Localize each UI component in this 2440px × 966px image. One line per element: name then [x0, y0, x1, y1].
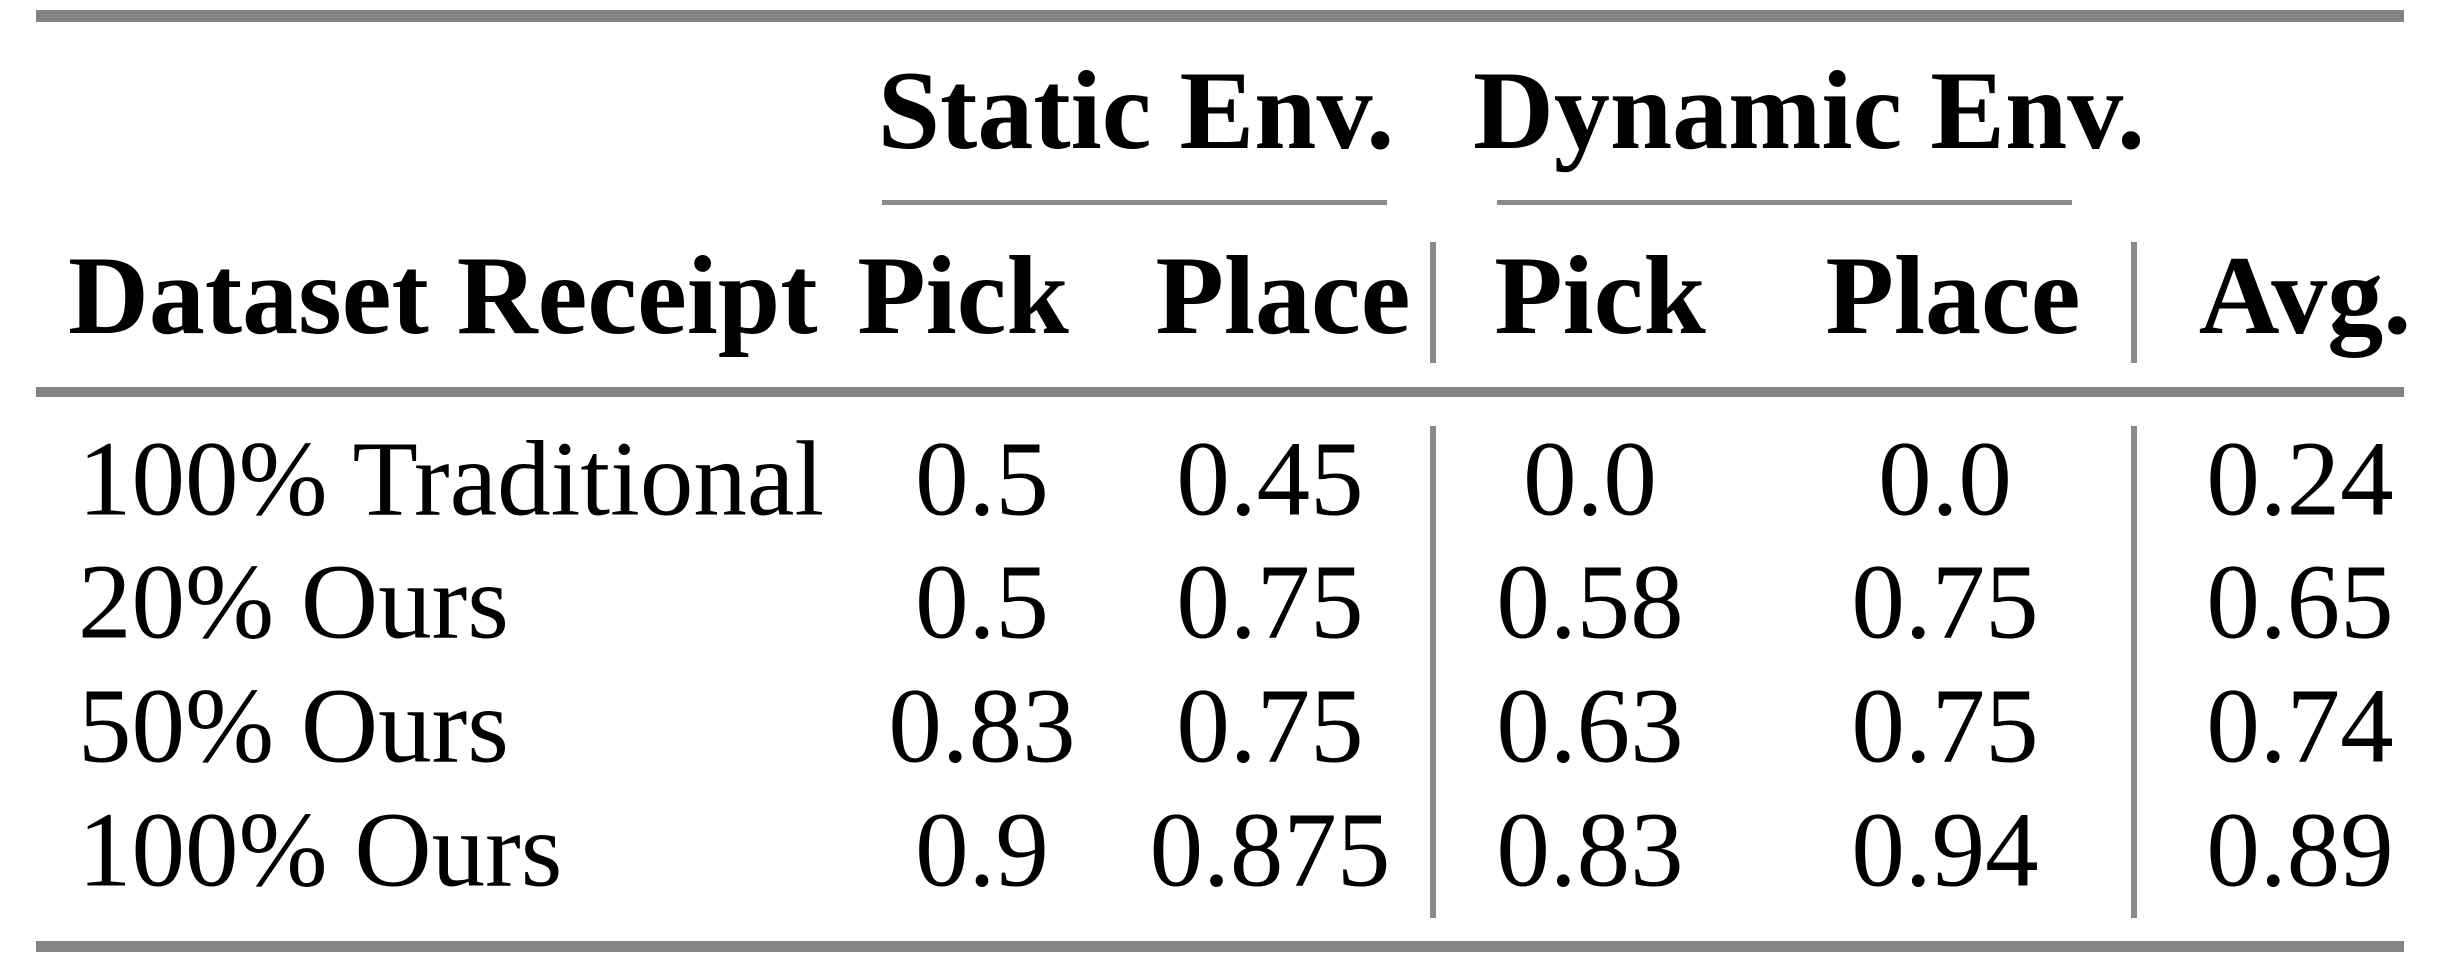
row-label: 100% Ours — [78, 791, 563, 910]
cell-static-pick: 0.83 — [888, 667, 1076, 786]
vertical-separator-header-1 — [1430, 242, 1436, 363]
cell-avg: 0.89 — [2206, 791, 2394, 910]
cell-avg: 0.65 — [2206, 543, 2394, 662]
row-label: 20% Ours — [78, 543, 509, 662]
cell-avg: 0.74 — [2206, 667, 2394, 786]
cell-static-pick: 0.9 — [915, 791, 1049, 910]
group-header-dynamic-env: Dynamic Env. — [1472, 49, 2146, 173]
cell-static-place: 0.75 — [1176, 667, 1364, 786]
cell-static-pick: 0.5 — [915, 543, 1049, 662]
vertical-separator-body-1 — [1430, 426, 1436, 918]
column-header-static-place: Place — [1155, 234, 1411, 358]
cell-static-place: 0.75 — [1176, 543, 1364, 662]
cell-dynamic-pick: 0.58 — [1496, 543, 1684, 662]
cell-dynamic-place: 0.94 — [1851, 791, 2039, 910]
cell-dynamic-pick: 0.83 — [1496, 791, 1684, 910]
cell-dynamic-place: 0.75 — [1851, 543, 2039, 662]
row-label: 100% Traditional — [78, 420, 825, 539]
column-header-dynamic-place: Place — [1825, 234, 2081, 358]
column-header-static-pick: Pick — [857, 234, 1069, 358]
bottom-rule — [36, 941, 2404, 952]
column-header-avg: Avg. — [2198, 234, 2412, 358]
cell-dynamic-place: 0.75 — [1851, 667, 2039, 786]
cell-dynamic-pick: 0.0 — [1523, 420, 1657, 539]
row-label: 50% Ours — [78, 667, 509, 786]
vertical-separator-body-2 — [2131, 426, 2137, 918]
top-rule — [36, 10, 2404, 22]
cell-static-place: 0.875 — [1149, 791, 1391, 910]
header-separator-rule — [36, 387, 2404, 397]
column-header-dataset-receipt: Dataset Receipt — [68, 234, 818, 358]
cell-static-pick: 0.5 — [915, 420, 1049, 539]
cell-dynamic-pick: 0.63 — [1496, 667, 1684, 786]
cell-dynamic-place: 0.0 — [1878, 420, 2012, 539]
group-header-static-env: Static Env. — [877, 49, 1395, 173]
column-header-dynamic-pick: Pick — [1494, 234, 1706, 358]
static-env-underline — [882, 200, 1387, 205]
cell-avg: 0.24 — [2206, 420, 2394, 539]
dynamic-env-underline — [1497, 200, 2072, 205]
vertical-separator-header-2 — [2131, 242, 2137, 363]
cell-static-place: 0.45 — [1176, 420, 1364, 539]
